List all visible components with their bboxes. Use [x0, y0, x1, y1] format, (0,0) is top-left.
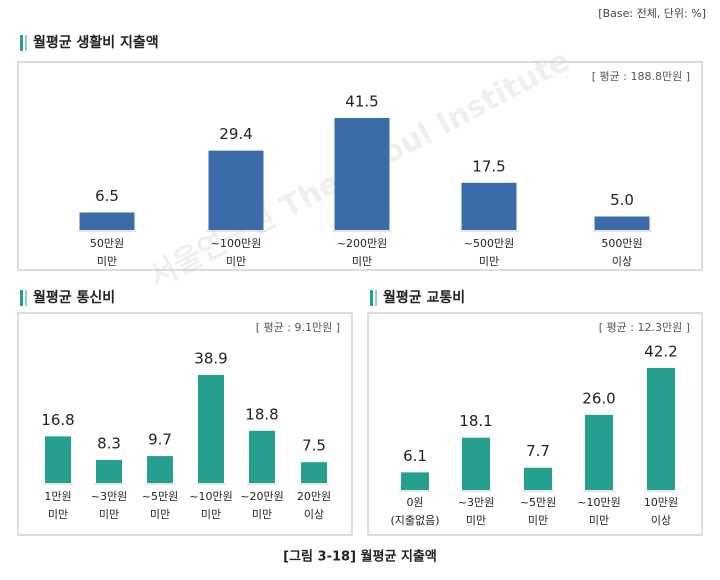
value-label: 26.0	[582, 389, 615, 407]
value-label: 7.5	[302, 437, 326, 455]
category-label: 미만	[352, 255, 372, 268]
category-label: ~5만원	[142, 490, 178, 503]
bar	[647, 368, 675, 490]
category-label: 미만	[466, 514, 486, 527]
bar	[79, 212, 135, 230]
category-label: 미만	[99, 508, 119, 521]
bar	[334, 118, 390, 230]
value-label: 41.5	[345, 93, 378, 111]
bar	[96, 459, 122, 483]
bar	[462, 437, 490, 490]
category-label: ~3만원	[91, 490, 127, 503]
value-label: 5.0	[610, 191, 634, 209]
panel-box	[17, 312, 353, 536]
bar	[401, 472, 429, 490]
value-label: 9.7	[148, 431, 172, 449]
category-label: 이상	[651, 514, 671, 527]
category-label: 미만	[528, 514, 548, 527]
value-label: 7.7	[526, 442, 550, 460]
bar	[461, 182, 517, 230]
category-label: 500만원	[601, 237, 642, 250]
figure-caption: [그림 3-18] 월평균 지출액	[283, 549, 437, 565]
mean-annotation: [ 평균 : 12.3만원 ]	[599, 321, 690, 334]
title-marker	[25, 290, 27, 306]
category-label: ~20만원	[240, 490, 283, 503]
value-label: 18.8	[245, 405, 278, 423]
category-label: ~10만원	[189, 490, 232, 503]
bar	[594, 216, 650, 230]
value-label: 29.4	[219, 125, 252, 143]
category-label: (지출없음)	[390, 514, 439, 527]
panel-box	[17, 61, 703, 271]
title-marker	[375, 290, 377, 306]
category-label: 미만	[589, 514, 609, 527]
panel-title: 월평균 생활비 지출액	[33, 34, 159, 51]
mean-annotation: [ 평균 : 9.1만원 ]	[256, 321, 340, 334]
category-label: 50만원	[90, 237, 124, 250]
category-label: ~10만원	[577, 496, 620, 509]
title-marker	[370, 290, 373, 306]
bar	[45, 436, 71, 483]
category-label: 미만	[226, 255, 246, 268]
panel-title: 월평균 교통비	[383, 289, 465, 306]
value-label: 6.5	[95, 187, 119, 205]
category-label: 20만원	[297, 490, 331, 503]
title-marker	[20, 35, 23, 51]
bar	[524, 467, 552, 490]
category-label: 미만	[48, 508, 68, 521]
panel-box	[367, 312, 703, 536]
value-label: 16.8	[41, 411, 74, 429]
title-marker	[20, 290, 23, 306]
category-label: 10만원	[644, 496, 678, 509]
bar	[208, 150, 264, 230]
bar	[585, 414, 613, 490]
value-label: 8.3	[97, 434, 121, 452]
category-label: 미만	[252, 508, 272, 521]
category-label: 미만	[479, 255, 499, 268]
value-label: 42.2	[644, 343, 677, 361]
category-label: ~200만원	[337, 237, 387, 250]
category-label: 1만원	[44, 490, 71, 503]
bar	[249, 430, 275, 483]
bar	[198, 375, 224, 483]
value-label: 17.5	[472, 157, 505, 175]
category-label: 이상	[304, 508, 324, 521]
base-note: [Base: 전체, 단위: %]	[598, 7, 706, 20]
panel-title: 월평균 통신비	[33, 289, 115, 306]
category-label: ~3만원	[458, 496, 494, 509]
category-label: ~500만원	[464, 237, 514, 250]
value-label: 38.9	[194, 350, 227, 368]
category-label: 0원	[406, 496, 423, 509]
category-label: 이상	[612, 255, 632, 268]
category-label: ~100만원	[211, 237, 261, 250]
category-label: 미만	[201, 508, 221, 521]
bar	[301, 462, 327, 483]
value-label: 6.1	[403, 447, 427, 465]
category-label: ~5만원	[520, 496, 556, 509]
category-label: 미만	[150, 508, 170, 521]
category-label: 미만	[97, 255, 117, 268]
bar	[147, 456, 173, 483]
value-label: 18.1	[459, 412, 492, 430]
mean-annotation: [ 평균 : 188.8만원 ]	[592, 70, 690, 83]
title-marker	[25, 35, 27, 51]
